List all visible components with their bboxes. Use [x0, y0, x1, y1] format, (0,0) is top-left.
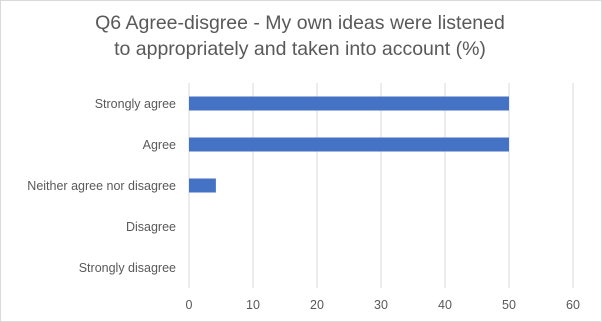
chart-title-line-1: Q6 Agree-disgree - My own ideas were lis…	[95, 12, 505, 34]
x-tick-label: 60	[566, 298, 580, 312]
x-tick-label: 40	[438, 298, 452, 312]
chart-title: Q6 Agree-disgree - My own ideas were lis…	[0, 10, 600, 62]
category-label: Agree	[143, 138, 176, 152]
x-tick-label: 20	[310, 298, 324, 312]
category-labels: Strongly agree Agree Neither agree nor dis…	[27, 97, 176, 275]
bar	[189, 137, 509, 152]
x-tick-label: 10	[246, 298, 260, 312]
category-label: Strongly disagree	[79, 261, 176, 275]
chart-title-line-2: to appropriately and taken into account …	[114, 38, 486, 60]
category-label: Strongly agree	[95, 97, 176, 111]
x-axis-tick-labels: 0 10 20 30 40 50 60	[186, 298, 580, 312]
bars	[189, 96, 509, 193]
x-tick-label: 0	[186, 298, 193, 312]
x-tick-label: 30	[374, 298, 388, 312]
category-label: Disagree	[126, 220, 176, 234]
bar	[189, 96, 509, 111]
bar	[189, 178, 216, 193]
category-label: Neither agree nor disagree	[27, 179, 176, 193]
x-tick-label: 50	[502, 298, 516, 312]
gridlines	[188, 83, 574, 288]
